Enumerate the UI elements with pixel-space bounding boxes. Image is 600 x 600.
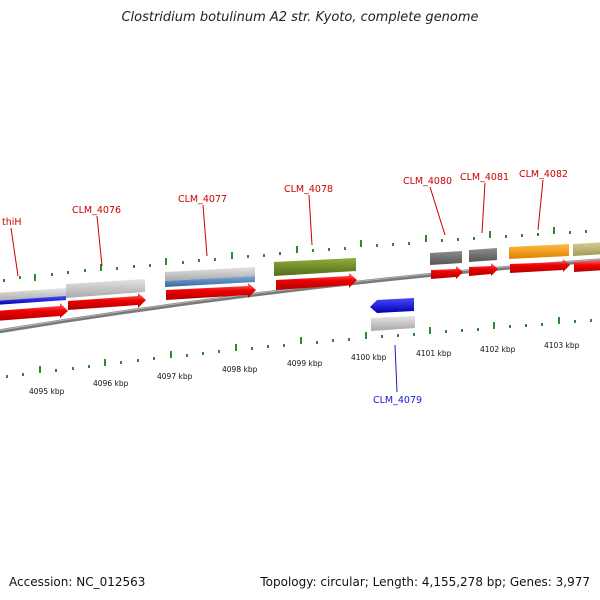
- outer-tick-ruler: [3, 227, 587, 282]
- leader-thih: [10, 227, 19, 277]
- leader-clm4082: [537, 179, 544, 231]
- kbp-label: 4098 kbp: [222, 365, 258, 374]
- gene-label-clm4081[interactable]: CLM_4081: [460, 172, 509, 183]
- leader-clm4080: [429, 186, 446, 236]
- gene-clm4080-block[interactable]: [430, 251, 462, 265]
- gene-label-clm4078[interactable]: CLM_4078: [284, 184, 333, 195]
- kbp-label: 4103 kbp: [544, 341, 580, 350]
- map-title: Clostridium botulinum A2 str. Kyoto, com…: [121, 10, 479, 25]
- cds-arrow-thih[interactable]: [0, 303, 68, 321]
- kbp-label: 4102 kbp: [480, 345, 516, 354]
- gene-features-forward: [0, 242, 600, 305]
- kbp-label: 4096 kbp: [93, 379, 129, 388]
- gene-next-block[interactable]: [573, 242, 600, 256]
- cds-arrow-clm4079[interactable]: [370, 298, 414, 313]
- gene-thih-blue-block[interactable]: [0, 296, 66, 305]
- label-leaders: [10, 179, 544, 393]
- kbp-label: 4099 kbp: [287, 359, 323, 368]
- gene-clm4082-block[interactable]: [509, 244, 569, 259]
- cds-arrow-clm4082[interactable]: [510, 259, 570, 273]
- cds-arrow-clm4081[interactable]: [469, 263, 498, 276]
- kbp-label: 4095 kbp: [29, 387, 65, 396]
- leader-clm4081: [481, 182, 486, 234]
- cds-arrow-clm4076[interactable]: [68, 293, 146, 310]
- gene-clm4081-block[interactable]: [469, 248, 497, 262]
- gene-label-clm4076[interactable]: CLM_4076: [72, 205, 121, 216]
- gene-clm4079-block[interactable]: [371, 316, 415, 331]
- gene-clm4077-steel-block[interactable]: [165, 276, 255, 287]
- gene-features-reverse: [370, 298, 415, 331]
- gene-label-clm4082[interactable]: CLM_4082: [519, 169, 568, 180]
- accession-text: Accession: NC_012563: [9, 575, 146, 589]
- leader-clm4078: [308, 194, 313, 246]
- gene-label-clm4079[interactable]: CLM_4079: [373, 395, 422, 406]
- inner-tick-ruler: [6, 317, 592, 378]
- gene-label-thih[interactable]: thiH: [2, 217, 22, 228]
- cds-arrow-clm4078[interactable]: [276, 273, 357, 290]
- cds-arrow-clm4080[interactable]: [431, 266, 463, 279]
- cds-arrows-forward: [0, 259, 600, 321]
- kbp-label: 4100 kbp: [351, 353, 387, 362]
- leader-clm4077: [202, 204, 208, 257]
- gene-clm4078-block[interactable]: [274, 258, 356, 276]
- cds-arrow-next[interactable]: [574, 260, 600, 272]
- leader-clm4079: [394, 344, 398, 393]
- gene-label-clm4080[interactable]: CLM_4080: [403, 176, 452, 187]
- cds-arrow-clm4077[interactable]: [166, 283, 256, 300]
- kbp-label: 4101 kbp: [416, 349, 452, 358]
- kbp-label-group: 4095 kbp 4096 kbp 4097 kbp 4098 kbp 4099…: [29, 341, 580, 396]
- gene-clm4077-block[interactable]: [165, 267, 255, 281]
- gene-thih-block[interactable]: [0, 288, 66, 302]
- gene-clm4076-block[interactable]: [66, 279, 145, 298]
- gene-label-clm4077[interactable]: CLM_4077: [178, 194, 227, 205]
- topology-summary: Topology: circular; Length: 4,155,278 bp…: [260, 575, 590, 589]
- kbp-label: 4097 kbp: [157, 372, 193, 381]
- gene-label-group: thiH CLM_4076 CLM_4077 CLM_4078 CLM_4080…: [2, 169, 568, 406]
- leader-clm4076: [96, 215, 103, 267]
